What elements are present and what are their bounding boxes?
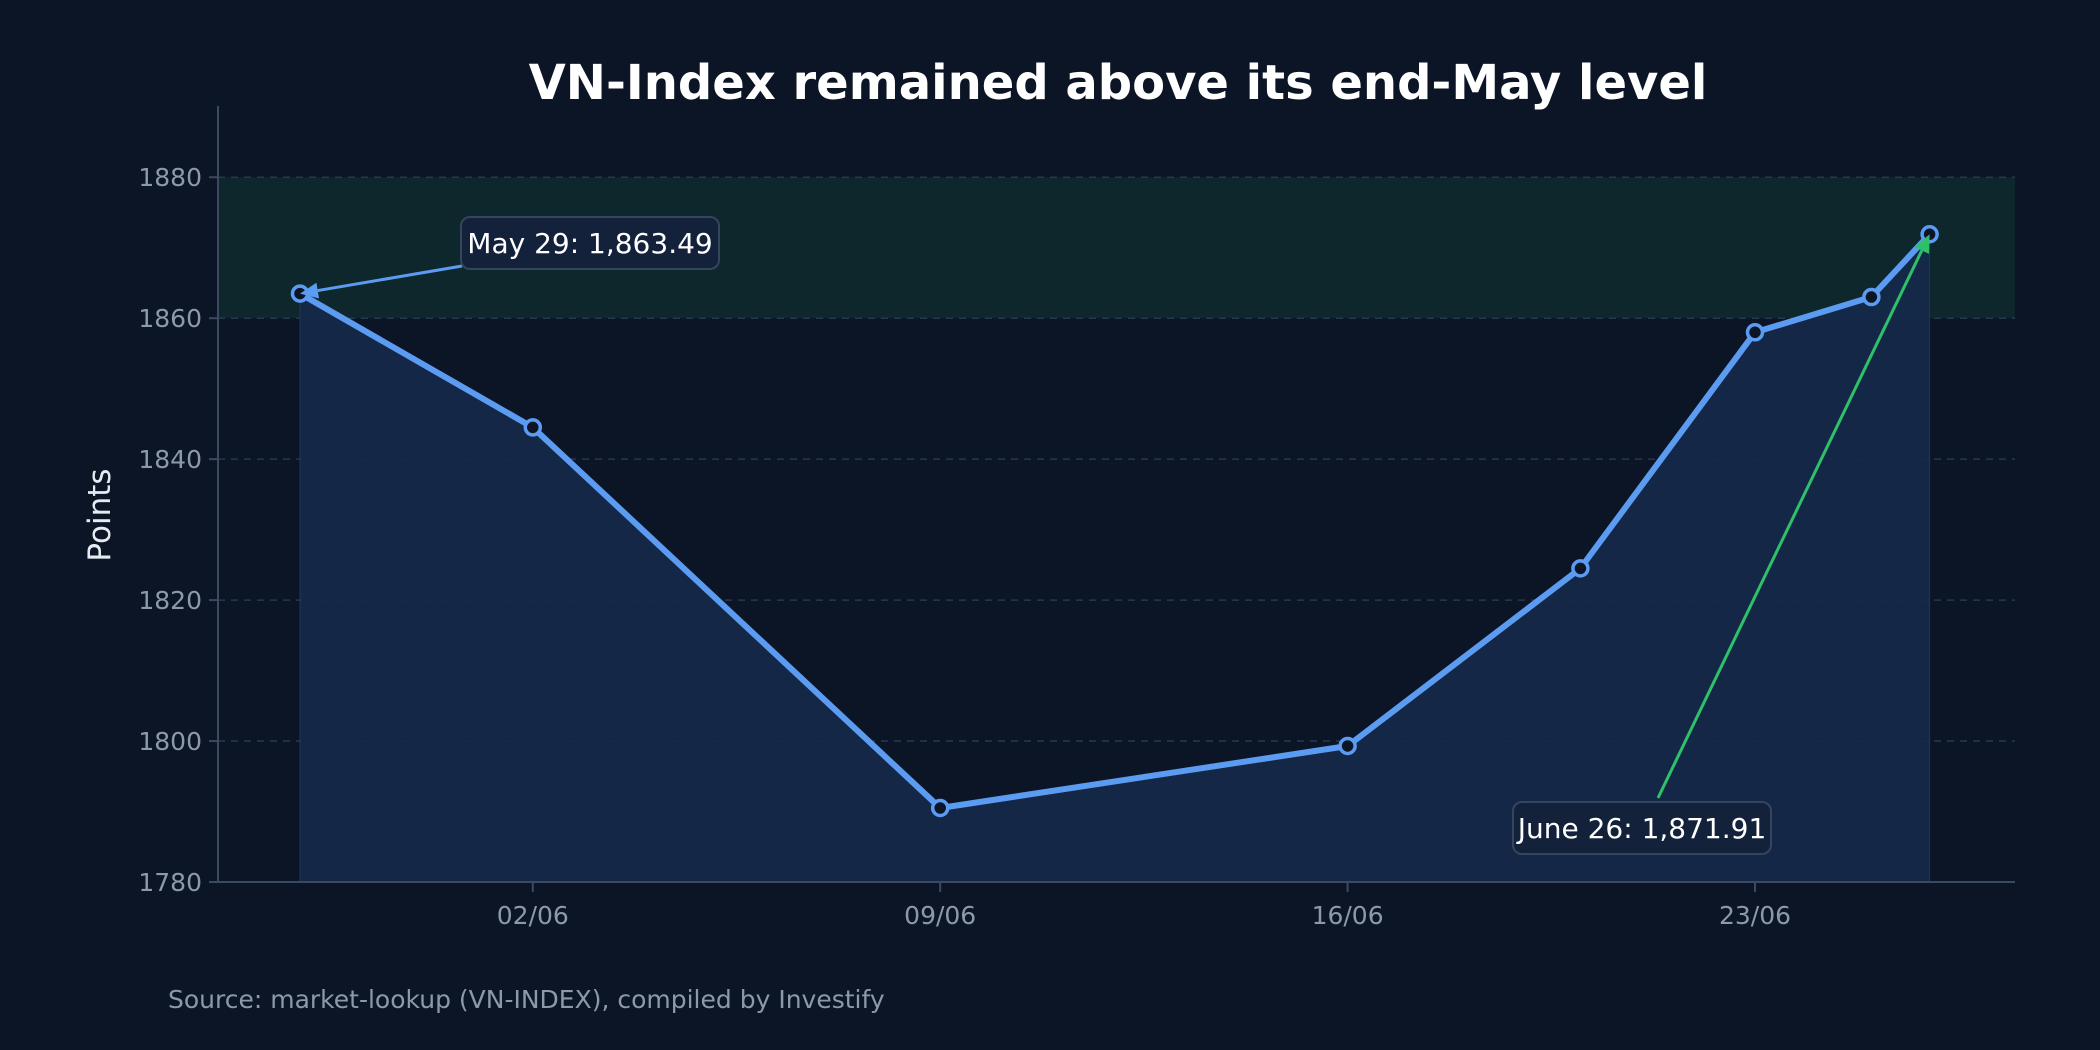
annotation-arrow-line-0: [317, 264, 463, 293]
y-tick-label-1800: 1800: [138, 727, 202, 756]
data-point-2025-06-23: [1745, 323, 1765, 342]
y-axis-ticks: 1780 1800 1820 1840 1860 1880: [138, 163, 218, 897]
data-point-2025-06-20: [1571, 559, 1590, 578]
x-axis-ticks: 02/06 09/06 16/06 23/06: [497, 882, 1791, 930]
data-point-2025-06-25: [1862, 287, 1881, 307]
annotation-label-1: June 26: 1,871.91: [1516, 812, 1767, 845]
y-tick-label-1820: 1820: [138, 586, 202, 615]
annotation-label-0: May 29: 1,863.49: [467, 227, 712, 260]
annotation-arrowhead-0: [300, 282, 320, 299]
x-tick-label-09/06: 09/06: [904, 901, 976, 930]
annotation-arrow-line-1: [1656, 249, 1924, 799]
y-axis-label: Points: [82, 468, 118, 561]
data-point-2025-06-02: [523, 418, 543, 437]
data-point-2025-06-09: [930, 798, 950, 818]
y-tick-label-1780: 1780: [138, 868, 202, 897]
data-point-2025-06-16: [1338, 736, 1357, 756]
source-note: Source: market-lookup (VN-INDEX), compil…: [168, 985, 885, 1014]
annotations: May 29: 1,863.49 June 26: 1,871.91: [300, 216, 1930, 855]
y-tick-label-1860: 1860: [138, 304, 202, 333]
chart-title: VN-Index remained above its end-May leve…: [529, 55, 1708, 111]
series-line-layer: [297, 231, 1933, 811]
x-tick-label-16/06: 16/06: [1312, 901, 1384, 930]
annotation-box-1: [1512, 801, 1772, 855]
x-tick-label-02/06: 02/06: [497, 901, 569, 930]
axes: [217, 106, 2015, 883]
x-tick-label-23/06: 23/06: [1719, 901, 1791, 930]
annotation-arrowhead-1: [1914, 234, 1930, 254]
y-tick-label-1840: 1840: [138, 445, 202, 474]
series-line: [297, 231, 1933, 811]
data-points: [290, 225, 1939, 818]
y-tick-label-1880: 1880: [138, 163, 202, 192]
annotation-box-0: [460, 216, 720, 270]
